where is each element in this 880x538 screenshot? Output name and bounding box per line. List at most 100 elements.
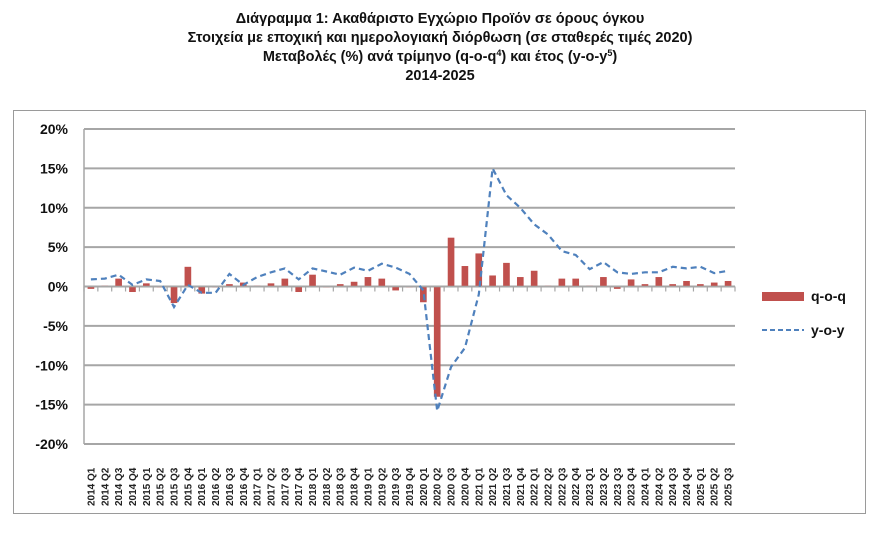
y-tick-label: -5% — [43, 318, 68, 334]
qoq-bar — [392, 286, 399, 291]
x-tick-label: 2022 Q1 — [530, 467, 541, 506]
x-axis-labels: 2014 Q1 2014 Q2 2014 Q3 2014 Q4 2015 Q1 2015 … — [86, 467, 734, 506]
x-tick-label: 2022 Q3 — [557, 467, 568, 506]
x-tick-label: 2019 Q4 — [405, 467, 416, 506]
y-axis-labels: -20% -15% -10% -5% 0% 5% 10% 15% 20% — [35, 121, 68, 452]
x-tick-label: 2014 Q2 — [100, 467, 111, 506]
y-tick-label: 15% — [40, 160, 69, 176]
qoq-bar — [336, 284, 344, 287]
qoq-bar — [613, 286, 621, 289]
qoq-bar — [475, 253, 483, 287]
x-tick-label: 2019 Q1 — [363, 467, 374, 506]
chart-period: 2014-2025 — [405, 68, 475, 84]
x-tick-label: 2018 Q4 — [350, 467, 361, 506]
x-tick-label: 2018 Q1 — [308, 467, 319, 506]
qoq-bar — [198, 286, 206, 294]
qoq-bar — [683, 280, 690, 287]
qoq-bar — [572, 278, 580, 287]
x-tick-label: 2014 Q3 — [114, 467, 125, 506]
qoq-bar — [558, 278, 566, 287]
x-tick-label: 2015 Q2 — [156, 467, 167, 506]
qoq-bar — [433, 286, 441, 397]
x-tick-label: 2023 Q4 — [627, 467, 638, 506]
x-tick-label: 2015 Q3 — [170, 467, 181, 506]
qoq-bar — [655, 277, 663, 287]
x-tick-label: 2024 Q1 — [640, 467, 651, 506]
legend-label-qoq: q-o-q — [811, 288, 846, 304]
x-tick-label: 2021 Q4 — [516, 467, 527, 506]
legend-label-yoy: y-o-y — [811, 322, 845, 338]
qoq-bar — [503, 262, 510, 287]
x-tick-label: 2015 Q4 — [183, 467, 194, 506]
qoq-bar — [516, 277, 524, 287]
qoq-bar — [170, 286, 178, 304]
yoy-line — [90, 164, 729, 412]
y-tick-label: -20% — [35, 436, 68, 452]
x-tick-label: 2019 Q3 — [391, 467, 402, 506]
qoq-bar — [627, 279, 635, 287]
x-tick-label: 2016 Q2 — [211, 467, 222, 506]
qoq-bar — [641, 284, 649, 287]
x-tick-label: 2014 Q1 — [86, 467, 97, 506]
qoq-bar — [489, 275, 496, 287]
qoq-bar — [350, 281, 358, 287]
x-tick-label: 2015 Q1 — [142, 467, 153, 506]
x-tick-label: 2020 Q4 — [460, 467, 471, 506]
y-tick-label: 10% — [40, 200, 69, 216]
qoq-bar — [295, 286, 303, 293]
y-tick-label: 20% — [40, 121, 69, 137]
x-tick-label: 2018 Q3 — [336, 467, 347, 506]
qoq-bar — [87, 286, 95, 289]
x-axis-ticks — [83, 285, 736, 292]
qoq-bar — [226, 284, 233, 287]
qoq-bars — [87, 237, 732, 397]
chart-subtitle: Στοιχεία με εποχική και ημερολογιακή διό… — [187, 30, 693, 46]
x-tick-label: 2021 Q2 — [488, 467, 499, 506]
x-tick-label: 2022 Q4 — [571, 467, 582, 506]
x-tick-label: 2022 Q2 — [544, 467, 555, 506]
qoq-bar — [447, 237, 455, 287]
x-tick-label: 2025 Q1 — [696, 467, 707, 506]
x-tick-label: 2024 Q4 — [682, 467, 693, 506]
qoq-bar — [309, 274, 316, 287]
qoq-bar — [697, 284, 704, 287]
qoq-bar — [600, 277, 607, 287]
x-tick-label: 2016 Q4 — [239, 467, 250, 506]
x-tick-label: 2023 Q3 — [613, 467, 624, 506]
x-tick-label: 2023 Q2 — [599, 467, 610, 506]
y-tick-label: -10% — [35, 357, 68, 373]
x-tick-label: 2024 Q2 — [654, 467, 665, 506]
qoq-bar — [710, 282, 718, 287]
x-tick-label: 2017 Q1 — [253, 467, 264, 506]
legend-bar-swatch — [762, 292, 804, 301]
qoq-bar — [129, 286, 136, 293]
x-tick-label: 2017 Q4 — [294, 467, 305, 506]
x-tick-label: 2020 Q3 — [447, 467, 458, 506]
y-tick-label: -15% — [35, 397, 68, 413]
x-tick-label: 2014 Q4 — [128, 467, 139, 506]
x-tick-label: 2019 Q2 — [377, 467, 388, 506]
x-tick-label: 2025 Q2 — [710, 467, 721, 506]
x-tick-label: 2023 Q1 — [585, 467, 596, 506]
x-tick-label: 2018 Q2 — [322, 467, 333, 506]
x-tick-label: 2021 Q3 — [502, 467, 513, 506]
qoq-bar — [364, 277, 372, 287]
qoq-bar — [184, 266, 192, 287]
x-tick-label: 2020 Q1 — [419, 467, 430, 506]
qoq-bar — [115, 278, 122, 287]
chart-subtitle-measure: Μεταβολές (%) ανά τρίμηνο (q-o-q4) και έ… — [262, 48, 618, 66]
qoq-bar — [461, 266, 469, 287]
x-tick-label: 2016 Q1 — [197, 467, 208, 506]
x-tick-label: 2025 Q3 — [724, 467, 735, 506]
x-tick-label: 2021 Q1 — [474, 467, 485, 506]
qoq-bar — [143, 283, 150, 287]
legend: q-o-q y-o-y — [762, 288, 846, 338]
x-tick-label: 2024 Q3 — [668, 467, 679, 506]
chart-title: Διάγραμμα 1: Ακαθάριστο Εγχώριο Προϊόν σ… — [235, 11, 645, 27]
x-tick-label: 2017 Q3 — [280, 467, 291, 506]
qoq-bar — [267, 283, 275, 287]
y-tick-label: 0% — [48, 279, 69, 295]
y-tick-label: 5% — [48, 239, 69, 255]
qoq-bar — [669, 284, 676, 287]
